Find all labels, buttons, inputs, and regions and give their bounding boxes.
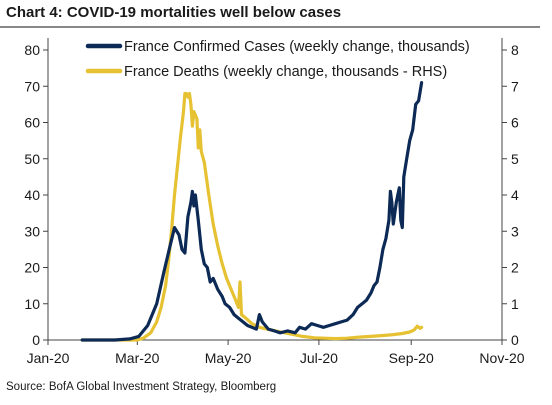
- right-y-tick-label: 1: [511, 296, 519, 312]
- chart-title: Chart 4: COVID-19 mortalities well below…: [6, 4, 342, 21]
- left-y-tick-label: 60: [24, 115, 40, 131]
- left-y-tick-label: 50: [24, 151, 40, 167]
- legend-label-cases: France Confirmed Cases (weekly change, t…: [124, 39, 470, 55]
- left-y-tick-label: 40: [24, 187, 40, 203]
- left-y-tick-label: 30: [24, 223, 40, 239]
- x-tick-label: May-20: [205, 350, 252, 366]
- right-y-tick-label: 4: [511, 187, 519, 203]
- left-y-ticks: 0 10 20 30 40 50 60 70 80: [24, 42, 48, 348]
- right-y-tick-label: 0: [511, 332, 519, 348]
- x-tick-label: Nov-20: [479, 350, 524, 366]
- x-tick-label: Jan-20: [27, 350, 70, 366]
- x-ticks: Jan-20 Mar-20 May-20 Jul-20 Sep-20 Nov-20: [27, 340, 525, 366]
- left-y-tick-label: 10: [24, 296, 40, 312]
- x-tick-label: Jul-20: [300, 350, 338, 366]
- title-rule: [0, 26, 540, 28]
- right-y-tick-label: 3: [511, 223, 519, 239]
- right-y-tick-label: 6: [511, 115, 519, 131]
- right-y-tick-label: 2: [511, 260, 519, 276]
- right-y-ticks: 0 1 2 3 4 5 6 7 8: [502, 42, 519, 348]
- source-note: Source: BofA Global Investment Strategy,…: [6, 381, 277, 393]
- right-y-tick-label: 7: [511, 78, 519, 94]
- left-y-tick-label: 70: [24, 78, 40, 94]
- series-line-deaths: [80, 91, 424, 342]
- series-line-confirmed-cases: [80, 80, 424, 342]
- left-y-tick-label: 20: [24, 260, 40, 276]
- axes: [47, 38, 503, 341]
- x-tick-label: Sep-20: [389, 350, 434, 366]
- left-y-tick-label: 80: [24, 42, 40, 58]
- x-tick-label: Mar-20: [115, 350, 160, 366]
- left-y-tick-label: 0: [32, 332, 40, 348]
- legend-label-deaths: France Deaths (weekly change, thousands …: [124, 64, 447, 80]
- legend: France Confirmed Cases (weekly change, t…: [85, 39, 470, 80]
- right-y-tick-label: 5: [511, 151, 519, 167]
- series-layer: [80, 80, 424, 342]
- right-y-tick-label: 8: [511, 42, 519, 58]
